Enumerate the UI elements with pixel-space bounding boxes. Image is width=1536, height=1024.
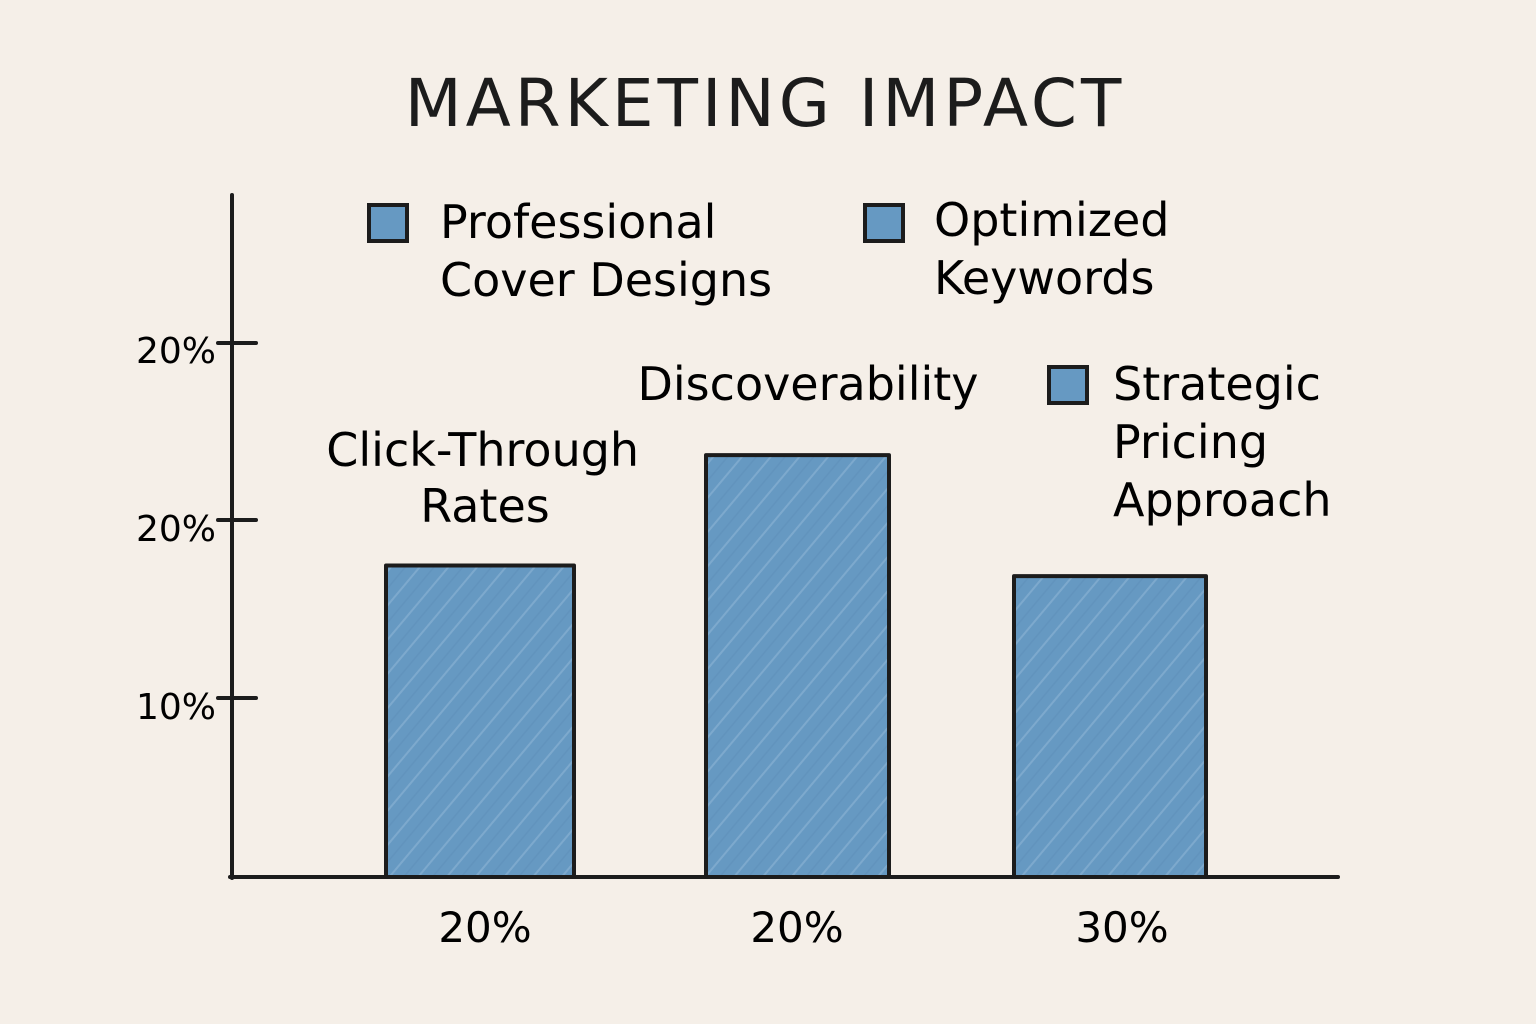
bar-label-click-through: Click-Through Rates (326, 423, 653, 533)
x-tick-labels: 20% 20% 30% (438, 903, 1168, 952)
chart-title: MARKETING IMPACT (405, 65, 1126, 142)
legend-line: Professional (440, 195, 716, 249)
legend-line: Strategic (1113, 357, 1321, 411)
bar-2 (704, 453, 891, 879)
x-tick-label: 20% (750, 903, 843, 952)
legend-swatch (1047, 365, 1089, 405)
legend-entry-strategic-pricing-approach: Strategic Pricing Approach (1113, 357, 1336, 527)
y-tick-label: 20% (136, 331, 216, 372)
bar-label-line: Click-Through (326, 423, 639, 477)
legend-swatch (863, 203, 905, 243)
y-tick-label: 20% (136, 509, 216, 550)
bar-1 (384, 563, 576, 879)
legend-line: Approach (1113, 473, 1332, 527)
legend-line: Optimized (934, 193, 1169, 247)
legend-line: Cover Designs (440, 253, 772, 307)
bar-labels: Click-Through Rates Discoverability (326, 357, 978, 533)
y-ticks: 20% 20% 10% (136, 331, 258, 728)
x-tick-label: 20% (438, 903, 531, 952)
legend-swatch (367, 203, 409, 243)
bar-3 (1012, 574, 1208, 879)
legend-entry-professional-cover-designs: Professional Cover Designs (440, 195, 772, 307)
legend-line: Pricing (1113, 415, 1268, 469)
legend-entry-optimized-keywords: Optimized Keywords (934, 193, 1184, 305)
bar-label-line: Rates (420, 479, 549, 533)
y-tick-label: 10% (136, 687, 216, 728)
legend: Professional Cover Designs Optimized Key… (367, 193, 1336, 527)
legend-line: Keywords (934, 251, 1154, 305)
bars (384, 453, 1208, 879)
bar-label-discoverability: Discoverability (637, 357, 978, 411)
x-tick-label: 30% (1075, 903, 1168, 952)
